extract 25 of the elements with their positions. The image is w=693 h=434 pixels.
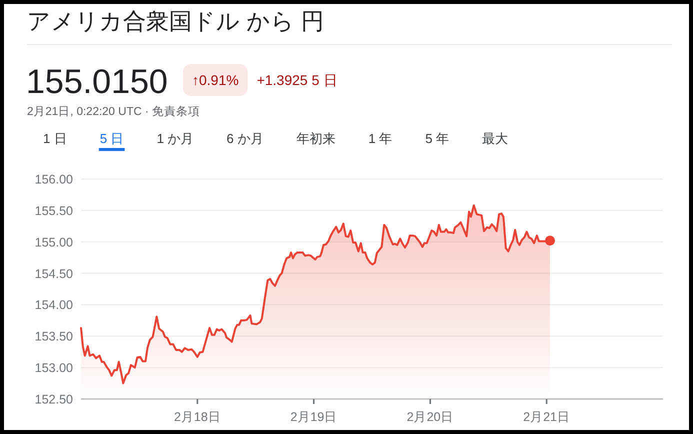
annotation: 年初来: [296, 131, 336, 146]
x-tick-label: 2月20日: [406, 410, 454, 424]
annotation: +1.3925 5 日: [256, 72, 338, 88]
x-tick-label: 2月18日: [174, 410, 221, 424]
y-tick-label: 152.50: [34, 392, 73, 406]
title: アメリカ合衆国ドル から 円: [27, 8, 324, 34]
y-tick-label: 156.00: [34, 172, 73, 186]
y-tick-label: 154.00: [34, 298, 73, 312]
y-tick-label: 153.50: [34, 330, 73, 344]
y-tick-label: 155.50: [34, 204, 73, 218]
subtitle: 155.0150: [26, 63, 168, 101]
annotation: 1 か月: [156, 131, 194, 146]
annotation: 最大: [482, 131, 508, 146]
x-tick-label: 2月21日: [523, 410, 570, 424]
x-tick-label: 2月19日: [290, 410, 338, 424]
y-tick-label: 153.00: [34, 361, 73, 376]
annotation: 6 か月: [226, 131, 264, 146]
annotation: 1 年: [368, 131, 392, 146]
y-tick-label: 154.50: [34, 266, 73, 281]
annotation: 2月21日, 0:22:20 UTC · 免責条項: [27, 106, 200, 118]
annotation: 5 年: [425, 131, 450, 146]
y-tick-label: 155.00: [34, 235, 73, 250]
annotation: 5 日: [100, 131, 124, 146]
annotation: 1 日: [43, 131, 67, 146]
annotation: ↑0.91%: [183, 64, 248, 96]
